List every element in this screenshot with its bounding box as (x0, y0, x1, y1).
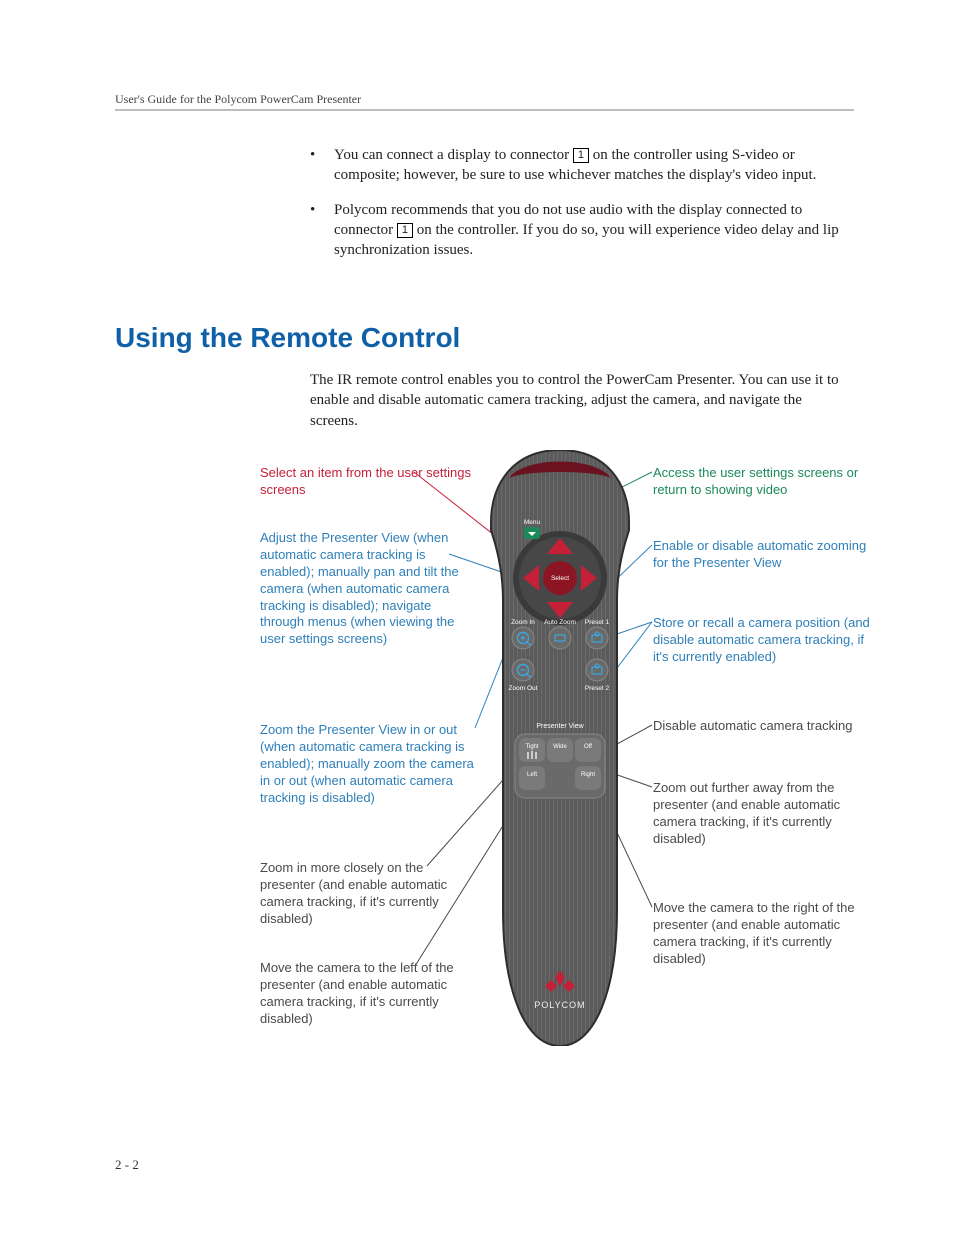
body-content: • You can connect a display to connector… (310, 145, 844, 274)
remote-diagram: Menu Select Zoom In Auto Zoom Preset 1 (115, 450, 854, 1090)
off-button[interactable] (575, 738, 601, 762)
wide-label: Wide (553, 744, 567, 750)
callout-r3: Store or recall a camera position (and d… (653, 615, 878, 666)
pv-right-button[interactable] (575, 766, 601, 790)
tight-label: Tight (525, 744, 538, 750)
callout-l4: Zoom in more closely on the presenter (a… (260, 860, 475, 928)
off-label: Off (584, 744, 592, 750)
bullet-dot: • (310, 145, 334, 186)
page: User's Guide for the Polycom PowerCam Pr… (0, 0, 954, 1235)
pv-left-button[interactable] (519, 766, 545, 790)
header-rule (115, 109, 854, 111)
brand-label: POLYCOM (534, 1000, 585, 1010)
preset2-label: Preset 2 (585, 685, 610, 692)
remote-graphic: Menu Select Zoom In Auto Zoom Preset 1 (485, 450, 635, 1046)
select-label: Select (551, 575, 569, 582)
remote-svg: Menu Select Zoom In Auto Zoom Preset 1 (485, 450, 635, 1046)
callout-r6: Move the camera to the right of the pres… (653, 900, 878, 968)
presenter-view-label: Presenter View (536, 723, 584, 730)
bullet-item: • You can connect a display to connector… (310, 145, 844, 186)
bullet-pre: You can connect a display to connector (334, 147, 573, 163)
zoomout-label: Zoom Out (509, 685, 538, 692)
callout-r4: Disable automatic camera tracking (653, 718, 878, 735)
connector-badge-icon: 1 (397, 223, 413, 238)
callout-r1: Access the user settings screens or retu… (653, 465, 878, 499)
callout-l3: Zoom the Presenter View in or out (when … (260, 722, 475, 806)
running-header: User's Guide for the Polycom PowerCam Pr… (115, 92, 361, 107)
preset1-label: Preset 1 (585, 619, 610, 626)
autozoom-label: Auto Zoom (544, 619, 576, 626)
callout-l1: Select an item from the user settings sc… (260, 465, 475, 499)
callout-l5: Move the camera to the left of the prese… (260, 960, 475, 1028)
bullet-dot: • (310, 200, 334, 261)
wide-button[interactable] (547, 738, 573, 762)
pv-left-label: Left (527, 772, 537, 778)
auto-zoom-button[interactable] (549, 627, 571, 649)
menu-label: Menu (524, 519, 541, 526)
section-heading: Using the Remote Control (115, 322, 460, 354)
bullet-text: You can connect a display to connector 1… (334, 145, 844, 186)
callout-r5: Zoom out further away from the presenter… (653, 780, 878, 848)
connector-badge-icon: 1 (573, 148, 589, 163)
bullet-text: Polycom recommends that you do not use a… (334, 200, 844, 261)
section-intro: The IR remote control enables you to con… (310, 370, 844, 431)
preset1-button[interactable] (586, 627, 608, 649)
bullet-item: • Polycom recommends that you do not use… (310, 200, 844, 261)
pv-right-label: Right (581, 772, 595, 778)
page-number: 2 - 2 (115, 1157, 139, 1173)
callout-l2: Adjust the Presenter View (when automati… (260, 530, 475, 648)
preset2-button[interactable] (586, 659, 608, 681)
callout-r2: Enable or disable automatic zooming for … (653, 538, 878, 572)
zoomin-label: Zoom In (511, 619, 535, 626)
